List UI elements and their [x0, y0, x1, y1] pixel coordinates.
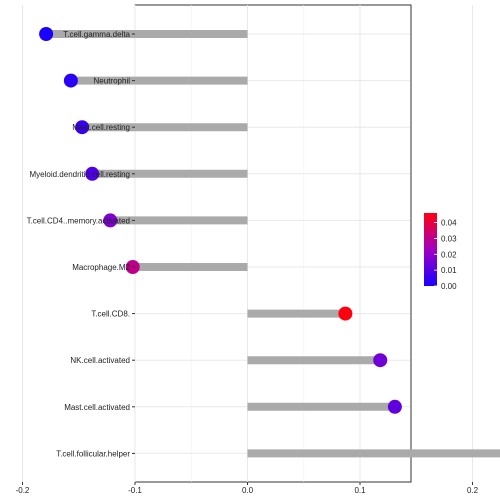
legend-tick-label: 0.04: [441, 219, 457, 228]
x-tick-label: 0.0: [242, 486, 254, 495]
x-tick-label: -0.2: [16, 486, 30, 495]
y-tick-label: NK.cell.activated: [70, 356, 130, 365]
y-tick-label: T.cell.CD8.: [91, 310, 130, 319]
legend-tick-label: 0.02: [441, 250, 457, 259]
y-tick-label: Mast.cell.activated: [64, 403, 130, 412]
lollipop-point: [85, 166, 100, 181]
y-tick-label: T.cell.follicular.helper: [56, 449, 130, 458]
y-tick-labels: T.cell.gamma.delta Neutrophil Mast.cell.re…: [27, 30, 135, 458]
legend-colorbar: [424, 213, 437, 286]
lollipop-point: [75, 120, 90, 135]
x-tick-label: 0.2: [467, 486, 479, 495]
y-tick-label: Neutrophil: [94, 77, 131, 86]
x-tick-label: 0.1: [354, 486, 366, 495]
lollipop-point: [338, 306, 353, 321]
lollipop-point: [103, 213, 118, 228]
y-tick-label: Mast.cell.resting: [72, 123, 130, 132]
lollipop-point: [387, 399, 402, 414]
lollipop-points: [39, 27, 402, 414]
color-legend: 0.04 0.03 0.02 0.01 0.00: [424, 213, 457, 291]
y-tick-label: Macrophage.M2: [72, 263, 130, 272]
x-tick-label: -0.1: [128, 486, 142, 495]
legend-tick-label: 0.03: [441, 234, 457, 243]
lollipop-point: [373, 353, 388, 368]
y-tick-label: Myeloid.dendritic.cell.resting: [30, 170, 131, 179]
y-tick-label: T.cell.gamma.delta: [63, 30, 130, 39]
lollipop-point: [39, 27, 54, 41]
lollipop-point: [63, 73, 78, 88]
x-tick-labels: -0.2 -0.1 0.0 0.1 0.2: [16, 482, 479, 495]
legend-tick-label: 0.01: [441, 266, 457, 275]
legend-tick-label: 0.00: [441, 282, 457, 291]
y-tick-label: T.cell.CD4..memory.activated: [27, 216, 130, 225]
